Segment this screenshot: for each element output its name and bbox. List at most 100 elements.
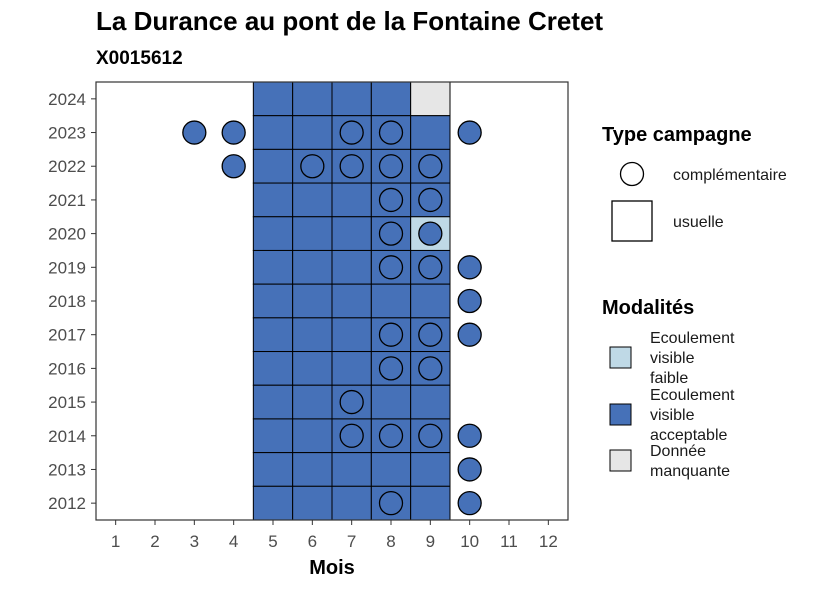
x-axis-title: Mois [309,557,355,579]
point-2017-9 [418,322,443,347]
y-tick-label-2020: 2020 [48,225,86,244]
tile-2016-6 [292,351,333,386]
y-tick-label-2024: 2024 [48,90,86,109]
chart-title: La Durance au pont de la Fontaine Cretet [96,6,603,36]
legend-modalites: Modalités Ecoulement visible faible Ecou… [602,297,735,480]
legend-label-manquante-line2: manquante [650,463,730,480]
point-2023-8 [378,120,404,145]
point-2012-8 [378,491,404,516]
point-2016-8 [378,356,404,381]
y-tick-label-2023: 2023 [48,124,86,143]
legend-label-manquante-line1: Donnée [650,443,706,460]
tile-2014-5 [252,418,294,454]
tile-2015-6 [292,384,333,420]
legend-type-label-complementaire: complémentaire [673,167,787,184]
y-axis: 2012 2013 2014 2015 2016 2017 2018 2019 2020 2021… [48,90,96,513]
legend-label-faible-line1: Ecoulement [650,330,735,347]
point-2022-9 [418,154,443,179]
legend-label-acceptable-line2: visible [650,407,695,424]
point-2016-9 [418,356,443,381]
x-tick-label-6: 6 [308,532,317,551]
point-2019-10 [457,255,482,280]
legend-label-faible-line2: visible [650,350,695,367]
y-tick-label-2013: 2013 [48,460,86,479]
tile-2017-6 [292,317,333,353]
point-2022-8 [378,154,404,179]
legend-key-donnee-manquante [609,449,632,472]
point-2023-4 [221,120,246,145]
legend-label-acceptable-line1: Ecoulement [650,387,735,404]
point-2017-8 [378,322,404,347]
tile-2023-5 [252,115,294,150]
point-2017-10 [457,322,482,347]
point-2015-7 [339,389,364,415]
tiles-layer [252,81,451,521]
x-tick-label-4: 4 [229,532,238,551]
x-tick-label-3: 3 [190,532,199,551]
x-axis: 1 2 3 4 5 6 7 8 9 10 11 12 [111,520,558,551]
point-2019-8 [378,255,404,280]
tile-2019-5 [252,249,294,285]
point-2018-10 [457,288,482,314]
point-2023-3 [182,120,207,145]
tile-2024-8 [370,81,412,117]
tile-2018-5 [252,283,294,319]
point-2019-9 [418,255,443,280]
x-tick-label-11: 11 [500,532,518,551]
legend-square-key [611,200,653,242]
point-2014-9 [418,423,443,448]
legend-type-label-usuelle: usuelle [673,214,724,231]
y-tick-label-2022: 2022 [48,157,86,176]
chart-subtitle: X0015612 [96,48,183,69]
tile-2023-6 [292,115,333,150]
tile-2016-7 [331,351,372,386]
y-tick-label-2015: 2015 [48,393,86,412]
tile-2020-6 [292,216,333,251]
tile-2020-5 [252,216,294,251]
tile-2012-6 [292,485,333,521]
tile-2013-9 [410,452,451,487]
tile-2018-7 [331,283,372,319]
tile-2013-5 [252,452,294,487]
x-tick-label-8: 8 [386,532,395,551]
y-tick-label-2017: 2017 [48,326,86,345]
tile-2013-7 [331,452,372,487]
tile-2016-5 [252,351,294,386]
tile-2014-6 [292,418,333,454]
point-2021-9 [418,187,443,213]
tile-2013-8 [370,452,412,487]
point-2022-4 [221,154,246,179]
y-tick-label-2014: 2014 [48,427,86,446]
tile-2018-9 [410,283,451,319]
x-tick-label-9: 9 [426,532,435,551]
tile-2023-9 [410,115,451,150]
x-tick-label-2: 2 [150,532,159,551]
x-tick-label-10: 10 [460,532,479,551]
tile-2024-9 [410,81,451,117]
tile-2015-5 [252,384,294,420]
x-tick-label-1: 1 [111,532,120,551]
x-tick-label-7: 7 [347,532,356,551]
point-2020-9 [418,221,443,246]
point-2021-8 [378,187,404,213]
tile-2021-6 [292,182,333,218]
legend-key-ecoulement-visible-faible [609,346,632,369]
y-tick-label-2012: 2012 [48,494,86,513]
points-layer [182,120,482,516]
tile-2021-5 [252,182,294,218]
tile-2018-8 [370,283,412,319]
point-2013-10 [457,457,482,482]
tile-2019-7 [331,249,372,285]
tile-2018-6 [292,283,333,319]
tile-2017-5 [252,317,294,353]
tile-2024-7 [331,81,372,117]
legend-type-campagne: Type campagne complémentaire usuelle [602,124,787,242]
tile-2012-5 [252,485,294,521]
x-tick-label-12: 12 [539,532,558,551]
tile-2020-7 [331,216,372,251]
point-2022-7 [339,154,364,179]
y-tick-label-2019: 2019 [48,258,86,277]
legend-modalites-title: Modalités [602,297,694,319]
tile-2012-9 [410,485,451,521]
